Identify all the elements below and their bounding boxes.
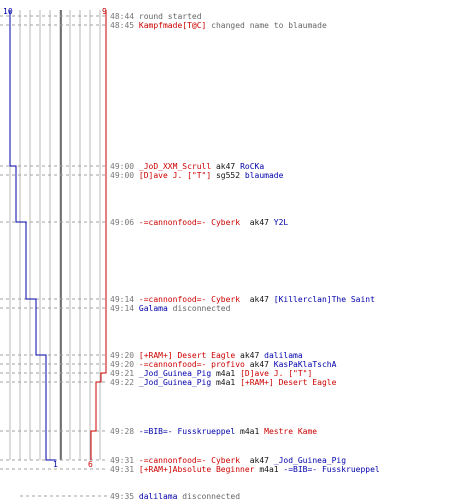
log-entry-text: -=cannonfood=- Cyberk	[138, 456, 241, 465]
log-entry-text: -=cannonfood=- Cyberk	[138, 295, 241, 304]
log-entry-text: sg552	[211, 171, 245, 180]
log-entry-time: 49:21	[110, 369, 139, 378]
log-entry-text: m4a1	[254, 465, 284, 474]
log-entry: 49:20 [+RAM+] Desert Eagle ak47 dalilama	[110, 351, 303, 360]
red-team-start-count: 9	[102, 7, 107, 16]
log-entry: 49:31 [+RAM+]Absolute Beginner m4a1 -=BI…	[110, 465, 380, 474]
log-entry-text: _Jod_Guinea_Pig	[138, 369, 212, 378]
log-entry-text: _Jod_Guinea_Pig	[273, 456, 347, 465]
log-entry-text: m4a1	[235, 427, 265, 436]
log-entry-time: 49:14	[110, 304, 139, 313]
log-entry-text: Y2L	[273, 218, 289, 227]
log-entry: 49:20 -=cannonfood=- profivo ak47 KasPaK…	[110, 360, 336, 369]
log-entry-time: 49:31	[110, 456, 139, 465]
log-entry-text: dalilama	[138, 492, 178, 501]
log-entry-text: blaumade	[244, 171, 284, 180]
log-entry: 49:21 _Jod_Guinea_Pig m4a1 [D]ave J. ["T…	[110, 369, 312, 378]
log-entry-text: ak47	[240, 218, 274, 227]
log-entry-text: [+RAM+] Desert Eagle	[240, 378, 337, 387]
log-entry: 49:14 -=cannonfood=- Cyberk ak47 [Killer…	[110, 295, 375, 304]
red-team-line	[90, 10, 107, 460]
log-entry-text: -=cannonfood=- profivo	[138, 360, 245, 369]
log-entry-text: ak47	[244, 360, 274, 369]
log-entry-time: 48:44	[110, 12, 139, 21]
log-entry-text: ak47	[235, 351, 265, 360]
log-entry-text: disconnected	[177, 492, 241, 501]
log-entry: 49:00 [D]ave J. ["T"] sg552 blaumade	[110, 171, 283, 180]
log-entry-text: ak47	[211, 162, 241, 171]
log-entry-time: 49:00	[110, 171, 139, 180]
log-entry-time: 49:35	[110, 492, 139, 501]
log-entry-text: disconnected	[167, 304, 231, 313]
log-entry-text: -=cannonfood=- Cyberk	[138, 218, 241, 227]
log-entry-time: 49:06	[110, 218, 139, 227]
log-entry: 49:35 dalilama disconnected	[110, 492, 240, 501]
log-entry: 48:45 Kampfmade[T@C] changed name to bla…	[110, 21, 327, 30]
log-entry-text: _Jod_Guinea_Pig	[138, 378, 212, 387]
red-team-end-count: 6	[88, 460, 93, 469]
log-entry-time: 48:45	[110, 21, 139, 30]
log-entry-text: Mestre Kame	[264, 427, 318, 436]
log-entry-time: 49:31	[110, 465, 139, 474]
log-entry-text: round started	[138, 12, 202, 21]
log-entry-text: -=BIB=- Fusskrueppel	[283, 465, 380, 474]
blue-team-line	[9, 10, 56, 461]
log-entry-text: [D]ave J. ["T"]	[240, 369, 313, 378]
log-entry: 49:00 _JoD_XXM_Scrull ak47 RoCKa	[110, 162, 264, 171]
log-entry-text: m4a1	[211, 369, 241, 378]
log-entry-text: [+RAM+]Absolute Beginner	[138, 465, 255, 474]
log-entry: 49:06 -=cannonfood=- Cyberk ak47 Y2L	[110, 218, 288, 227]
log-entry-text: KasPaKlaTschA	[273, 360, 337, 369]
log-entry-text: Kampfmade[T@C]	[138, 21, 207, 30]
log-entry-text: [+RAM+] Desert Eagle	[138, 351, 236, 360]
log-entry-time: 49:20	[110, 360, 139, 369]
log-entry-text: [D]ave J. ["T"]	[138, 171, 212, 180]
blue-team-start-count: 10	[3, 7, 13, 16]
log-entry-time: 49:00	[110, 162, 139, 171]
log-entry-text: _JoD_XXM_Scrull	[138, 162, 212, 171]
log-entry-text: ak47	[240, 456, 274, 465]
log-entry-text: ak47	[240, 295, 274, 304]
blue-team-end-count: 1	[53, 460, 58, 469]
log-entry: 49:28 -=BIB=- Fusskrueppel m4a1 Mestre K…	[110, 427, 317, 436]
log-entry-text: RoCKa	[240, 162, 265, 171]
log-entry-text: -=BIB=- Fusskrueppel	[138, 427, 236, 436]
log-entry-text: m4a1	[211, 378, 241, 387]
log-entry-time: 49:28	[110, 427, 139, 436]
log-entry-time: 49:22	[110, 378, 139, 387]
log-entry-text: changed name to blaumade	[206, 21, 327, 30]
log-entry: 48:44 round started	[110, 12, 202, 21]
log-entry-time: 49:20	[110, 351, 139, 360]
log-entry-time: 49:14	[110, 295, 139, 304]
log-entry: 49:22 _Jod_Guinea_Pig m4a1 [+RAM+] Deser…	[110, 378, 336, 387]
log-entry-text: [Killerclan]The Saint	[273, 295, 375, 304]
log-entry: 49:31 -=cannonfood=- Cyberk ak47 _Jod_Gu…	[110, 456, 346, 465]
log-entry-text: Galama	[138, 304, 168, 313]
log-entry-text: dalilama	[264, 351, 303, 360]
log-entry: 49:14 Galama disconnected	[110, 304, 230, 313]
